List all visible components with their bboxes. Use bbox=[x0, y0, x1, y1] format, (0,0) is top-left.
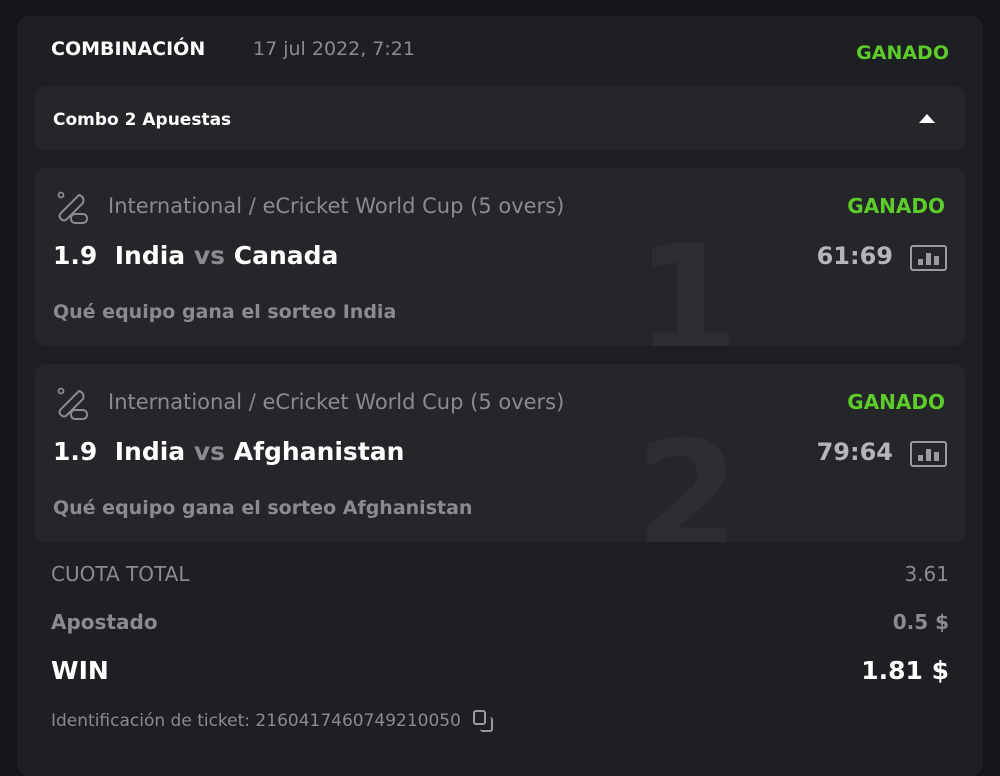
status-badge: GANADO bbox=[856, 42, 949, 64]
bet-index: 1 bbox=[635, 214, 740, 346]
odds: 1.9 bbox=[53, 241, 98, 270]
bet-status: GANADO bbox=[847, 194, 945, 218]
match-title: 1.9 India vs Canada bbox=[53, 241, 338, 270]
home-team: India bbox=[114, 437, 186, 466]
copy-icon[interactable] bbox=[472, 710, 493, 732]
total-odds-label: CUOTA TOTAL bbox=[51, 562, 190, 586]
odds: 1.9 bbox=[53, 437, 98, 466]
bet-status: GANADO bbox=[847, 390, 945, 414]
combo-label: Combo 2 Apuestas bbox=[53, 110, 232, 130]
vs-label: vs bbox=[193, 437, 226, 466]
win-row: WIN 1.81 $ bbox=[51, 656, 949, 685]
league-name: International / eCricket World Cup (5 ov… bbox=[108, 390, 565, 414]
bet-item: 2 International / eCricket World Cup (5 … bbox=[35, 364, 965, 542]
bet-type-title: COMBINACIÓN bbox=[51, 38, 206, 60]
win-label: WIN bbox=[51, 656, 109, 685]
vs-label: vs bbox=[193, 241, 226, 270]
ticket-id-label: Identificación de ticket: 21604174607492… bbox=[51, 711, 461, 731]
staked-value: 0.5 $ bbox=[892, 610, 949, 634]
staked-label: Apostado bbox=[51, 610, 158, 634]
score: 79:64 bbox=[816, 438, 893, 466]
away-team: Afghanistan bbox=[233, 437, 405, 466]
bet-ticket-card: COMBINACIÓN 17 jul 2022, 7:21 GANADO Com… bbox=[17, 16, 983, 776]
score: 61:69 bbox=[816, 242, 893, 270]
total-odds-row: CUOTA TOTAL 3.61 bbox=[51, 562, 949, 586]
ecricket-icon bbox=[57, 387, 88, 420]
ecricket-icon bbox=[57, 191, 88, 224]
bet-item: 1 International / eCricket World Cup (5 … bbox=[35, 168, 965, 346]
combo-toggle[interactable]: Combo 2 Apuestas bbox=[35, 86, 965, 150]
ticket-id: Identificación de ticket: 21604174607492… bbox=[51, 710, 493, 732]
bet-date: 17 jul 2022, 7:21 bbox=[253, 38, 415, 60]
match-title: 1.9 India vs Afghanistan bbox=[53, 437, 404, 466]
home-team: India bbox=[114, 241, 186, 270]
win-value: 1.81 $ bbox=[861, 656, 949, 685]
stats-icon[interactable] bbox=[910, 441, 947, 467]
bet-pick: Qué equipo gana el sorteo India bbox=[53, 301, 397, 323]
bet-index: 2 bbox=[635, 410, 740, 542]
away-team: Canada bbox=[233, 241, 339, 270]
total-odds-value: 3.61 bbox=[904, 562, 949, 586]
staked-row: Apostado 0.5 $ bbox=[51, 610, 949, 634]
league-name: International / eCricket World Cup (5 ov… bbox=[108, 194, 565, 218]
chevron-up-icon bbox=[919, 114, 935, 123]
bet-pick: Qué equipo gana el sorteo Afghanistan bbox=[53, 497, 473, 519]
stats-icon[interactable] bbox=[910, 245, 947, 271]
